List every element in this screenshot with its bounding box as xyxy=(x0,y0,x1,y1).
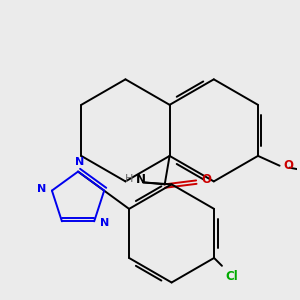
Text: N: N xyxy=(136,173,146,186)
Text: Cl: Cl xyxy=(226,270,239,283)
Text: H: H xyxy=(125,174,134,184)
Text: N: N xyxy=(75,157,85,167)
Text: O: O xyxy=(201,173,211,186)
Text: N: N xyxy=(100,218,109,228)
Text: O: O xyxy=(284,159,293,172)
Text: N: N xyxy=(37,184,46,194)
